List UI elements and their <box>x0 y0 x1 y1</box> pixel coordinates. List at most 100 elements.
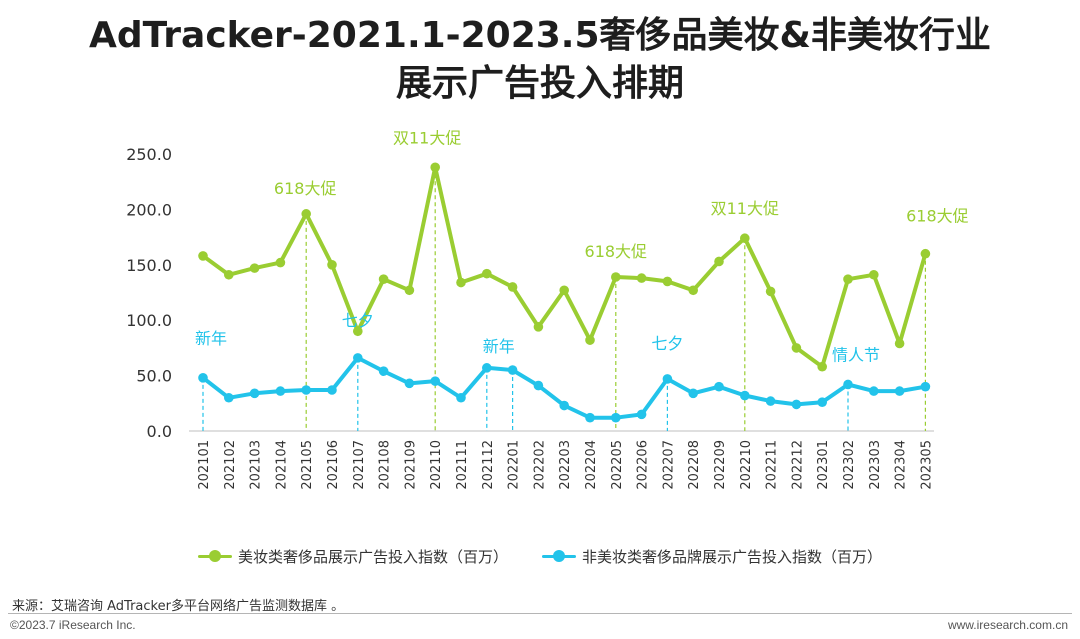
x-tick-label: 202205 <box>610 440 625 490</box>
data-point-series-1 <box>688 388 698 399</box>
data-point-series-0 <box>817 361 827 372</box>
data-point-series-0 <box>482 268 492 279</box>
y-tick-label: 200.0 <box>126 200 172 219</box>
data-point-series-1 <box>456 392 466 403</box>
legend-item-non-beauty: 非美妆类奢侈品牌展示广告投入指数（百万） <box>542 544 882 568</box>
annotation-label: 618大促 <box>274 179 337 198</box>
data-point-series-0 <box>740 233 750 244</box>
legend-swatch-non-beauty <box>542 549 576 563</box>
data-point-series-1 <box>765 396 776 406</box>
data-point-series-1 <box>843 379 853 390</box>
data-point-series-0 <box>843 274 853 285</box>
data-point-series-1 <box>791 399 802 410</box>
data-point-series-1 <box>662 374 673 384</box>
data-point-series-0 <box>275 257 286 268</box>
data-point-series-0 <box>249 263 260 273</box>
data-point-series-1 <box>585 412 595 423</box>
data-point-series-1 <box>611 412 621 423</box>
website: www.iresearch.com.cn <box>947 618 1068 632</box>
x-tick-label: 202109 <box>403 440 418 490</box>
annotation-label: 618大促 <box>585 242 648 261</box>
data-point-series-1 <box>327 385 337 395</box>
x-tick-label: 202106 <box>326 440 341 490</box>
x-tick-label: 202207 <box>661 440 676 490</box>
x-tick-label: 202107 <box>352 440 367 490</box>
y-tick-label: 100.0 <box>126 311 172 330</box>
legend-item-beauty: 美妆类奢侈品展示广告投入指数（百万） <box>197 544 508 568</box>
x-tick-label: 202304 <box>894 440 909 490</box>
data-point-series-0 <box>869 269 879 280</box>
chart-title-line-2: 展示广告投入排期 <box>395 63 684 104</box>
source-note: 来源：艾瑞咨询 AdTracker多平台网络广告监测数据库 。 <box>12 599 345 614</box>
x-tick-label: 202201 <box>507 440 522 490</box>
data-point-series-1 <box>224 392 234 403</box>
x-tick-label: 202101 <box>197 440 212 490</box>
data-point-series-1 <box>714 381 724 392</box>
data-point-series-1 <box>275 386 286 396</box>
legend-swatch-beauty <box>197 549 232 563</box>
data-point-series-0 <box>378 274 389 285</box>
data-point-series-0 <box>507 282 518 292</box>
data-point-series-0 <box>327 260 337 270</box>
data-point-series-0 <box>585 335 595 345</box>
x-tick-label: 202206 <box>636 440 651 490</box>
x-tick-label: 202210 <box>739 440 754 490</box>
x-tick-label: 202305 <box>919 440 934 490</box>
data-point-series-0 <box>920 248 931 259</box>
data-point-series-0 <box>765 286 776 297</box>
data-point-series-0 <box>353 326 363 337</box>
data-point-series-1 <box>482 363 492 373</box>
y-tick-label: 50.0 <box>136 367 172 386</box>
x-tick-label: 202302 <box>842 440 857 490</box>
x-tick-label: 202104 <box>274 440 289 490</box>
data-point-series-0 <box>662 276 673 287</box>
annotation-label: 情人节 <box>832 345 880 364</box>
data-point-series-1 <box>636 409 647 420</box>
x-tick-label: 202301 <box>816 440 831 490</box>
annotation-label: 新年 <box>195 329 227 348</box>
data-point-series-1 <box>378 366 389 376</box>
x-tick-label: 202303 <box>868 440 883 490</box>
data-point-series-1 <box>430 376 441 386</box>
x-tick-label: 202110 <box>429 440 444 490</box>
data-point-series-0 <box>430 162 441 173</box>
y-tick-label: 150.0 <box>126 256 172 275</box>
data-point-series-0 <box>611 272 621 282</box>
data-point-series-1 <box>533 380 544 391</box>
x-tick-label: 202212 <box>790 440 805 490</box>
data-point-series-1 <box>507 365 518 375</box>
x-tick-label: 202208 <box>687 440 702 490</box>
data-point-series-1 <box>301 385 312 395</box>
x-tick-label: 202112 <box>481 440 496 490</box>
data-point-series-1 <box>198 373 208 383</box>
data-point-series-0 <box>688 285 698 296</box>
x-tick-label: 202209 <box>713 440 728 490</box>
annotation-label: 新年 <box>483 337 515 356</box>
annotation-label: 618大促 <box>906 207 969 226</box>
data-point-series-0 <box>301 209 312 219</box>
copyright: ©2023.7 iResearch Inc. <box>10 618 136 632</box>
legend-label-beauty: 美妆类奢侈品展示广告投入指数（百万） <box>237 547 508 566</box>
y-tick-label: 0.0 <box>147 422 172 441</box>
data-point-series-0 <box>894 338 905 349</box>
x-tick-label: 202211 <box>765 440 780 490</box>
x-tick-label: 202102 <box>223 440 238 490</box>
data-point-series-0 <box>533 322 544 332</box>
x-tick-label: 202103 <box>249 440 264 490</box>
data-point-series-0 <box>224 269 234 280</box>
footer-divider <box>8 613 1072 614</box>
data-point-series-0 <box>198 251 208 261</box>
x-tick-label: 202202 <box>532 440 547 490</box>
data-point-series-0 <box>559 285 569 296</box>
data-point-series-1 <box>404 378 415 389</box>
annotation-label: 双11大促 <box>711 199 779 218</box>
x-tick-label: 202204 <box>584 440 599 490</box>
data-point-series-0 <box>636 273 647 283</box>
chart-title-line-1: AdTracker-2021.1-2023.5奢侈品美妆&非美妆行业 <box>89 15 991 56</box>
data-point-series-1 <box>559 400 569 411</box>
data-point-series-1 <box>869 386 879 396</box>
data-point-series-1 <box>353 353 363 363</box>
y-tick-label: 250.0 <box>126 145 172 164</box>
annotation-label: 七夕 <box>342 311 374 330</box>
data-point-series-0 <box>791 343 802 353</box>
